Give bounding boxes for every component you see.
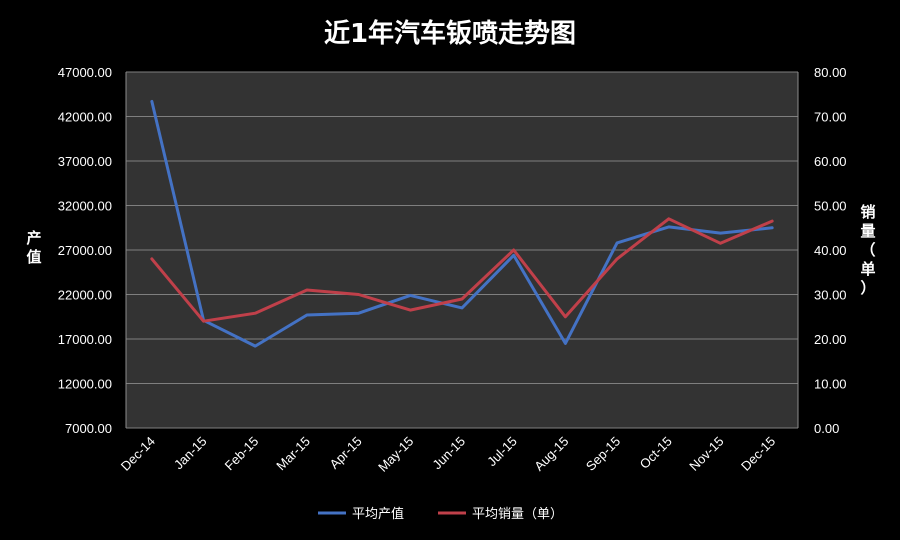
y-left-tick-label: 37000.00 bbox=[58, 154, 112, 169]
y-axis-right-label: 销量（单） bbox=[860, 203, 875, 297]
y-right-tick-label: 70.00 bbox=[814, 110, 847, 125]
y-left-tick-label: 32000.00 bbox=[58, 199, 112, 214]
y-right-tick-label: 30.00 bbox=[814, 288, 847, 303]
y-right-tick-label: 60.00 bbox=[814, 154, 847, 169]
x-tick-label: Feb-15 bbox=[222, 434, 262, 474]
x-tick-label: Aug-15 bbox=[531, 434, 571, 474]
y-left-tick-label: 47000.00 bbox=[58, 65, 112, 80]
legend-label-1: 平均产值 bbox=[352, 506, 404, 522]
chart-title: 近1年汽车钣喷走势图 bbox=[324, 18, 576, 49]
y-right-tick-label: 10.00 bbox=[814, 377, 847, 392]
y-right-tick-label: 40.00 bbox=[814, 243, 847, 258]
x-tick-label: Dec-14 bbox=[118, 434, 158, 474]
y-right-tick-label: 80.00 bbox=[814, 65, 847, 80]
y-left-tick-label: 12000.00 bbox=[58, 377, 112, 392]
legend-label-2: 平均销量（单） bbox=[472, 507, 563, 522]
y-left-tick-label: 42000.00 bbox=[58, 110, 112, 125]
x-tick-label: Apr-15 bbox=[327, 434, 365, 472]
x-tick-label: Sep-15 bbox=[583, 434, 623, 474]
x-tick-label: Mar-15 bbox=[273, 434, 313, 474]
x-tick-label: Nov-15 bbox=[686, 434, 726, 474]
x-tick-label: May-15 bbox=[375, 434, 416, 475]
y-axis-left-label: 产值 bbox=[26, 229, 41, 266]
x-tick-label: Jun-15 bbox=[429, 434, 468, 473]
x-tick-label: Jan-15 bbox=[171, 434, 210, 473]
y-right-tick-label: 0.00 bbox=[814, 421, 839, 436]
x-tick-label: Dec-15 bbox=[738, 434, 778, 474]
x-tick-label: Oct-15 bbox=[637, 434, 675, 472]
y-left-tick-label: 7000.00 bbox=[65, 421, 112, 436]
y-left-tick-label: 27000.00 bbox=[58, 243, 112, 258]
y-left-tick-label: 17000.00 bbox=[58, 332, 112, 347]
y-left-tick-label: 22000.00 bbox=[58, 288, 112, 303]
x-tick-label: Jul-15 bbox=[484, 434, 520, 470]
y-right-tick-label: 20.00 bbox=[814, 332, 847, 347]
y-right-tick-label: 50.00 bbox=[814, 199, 847, 214]
